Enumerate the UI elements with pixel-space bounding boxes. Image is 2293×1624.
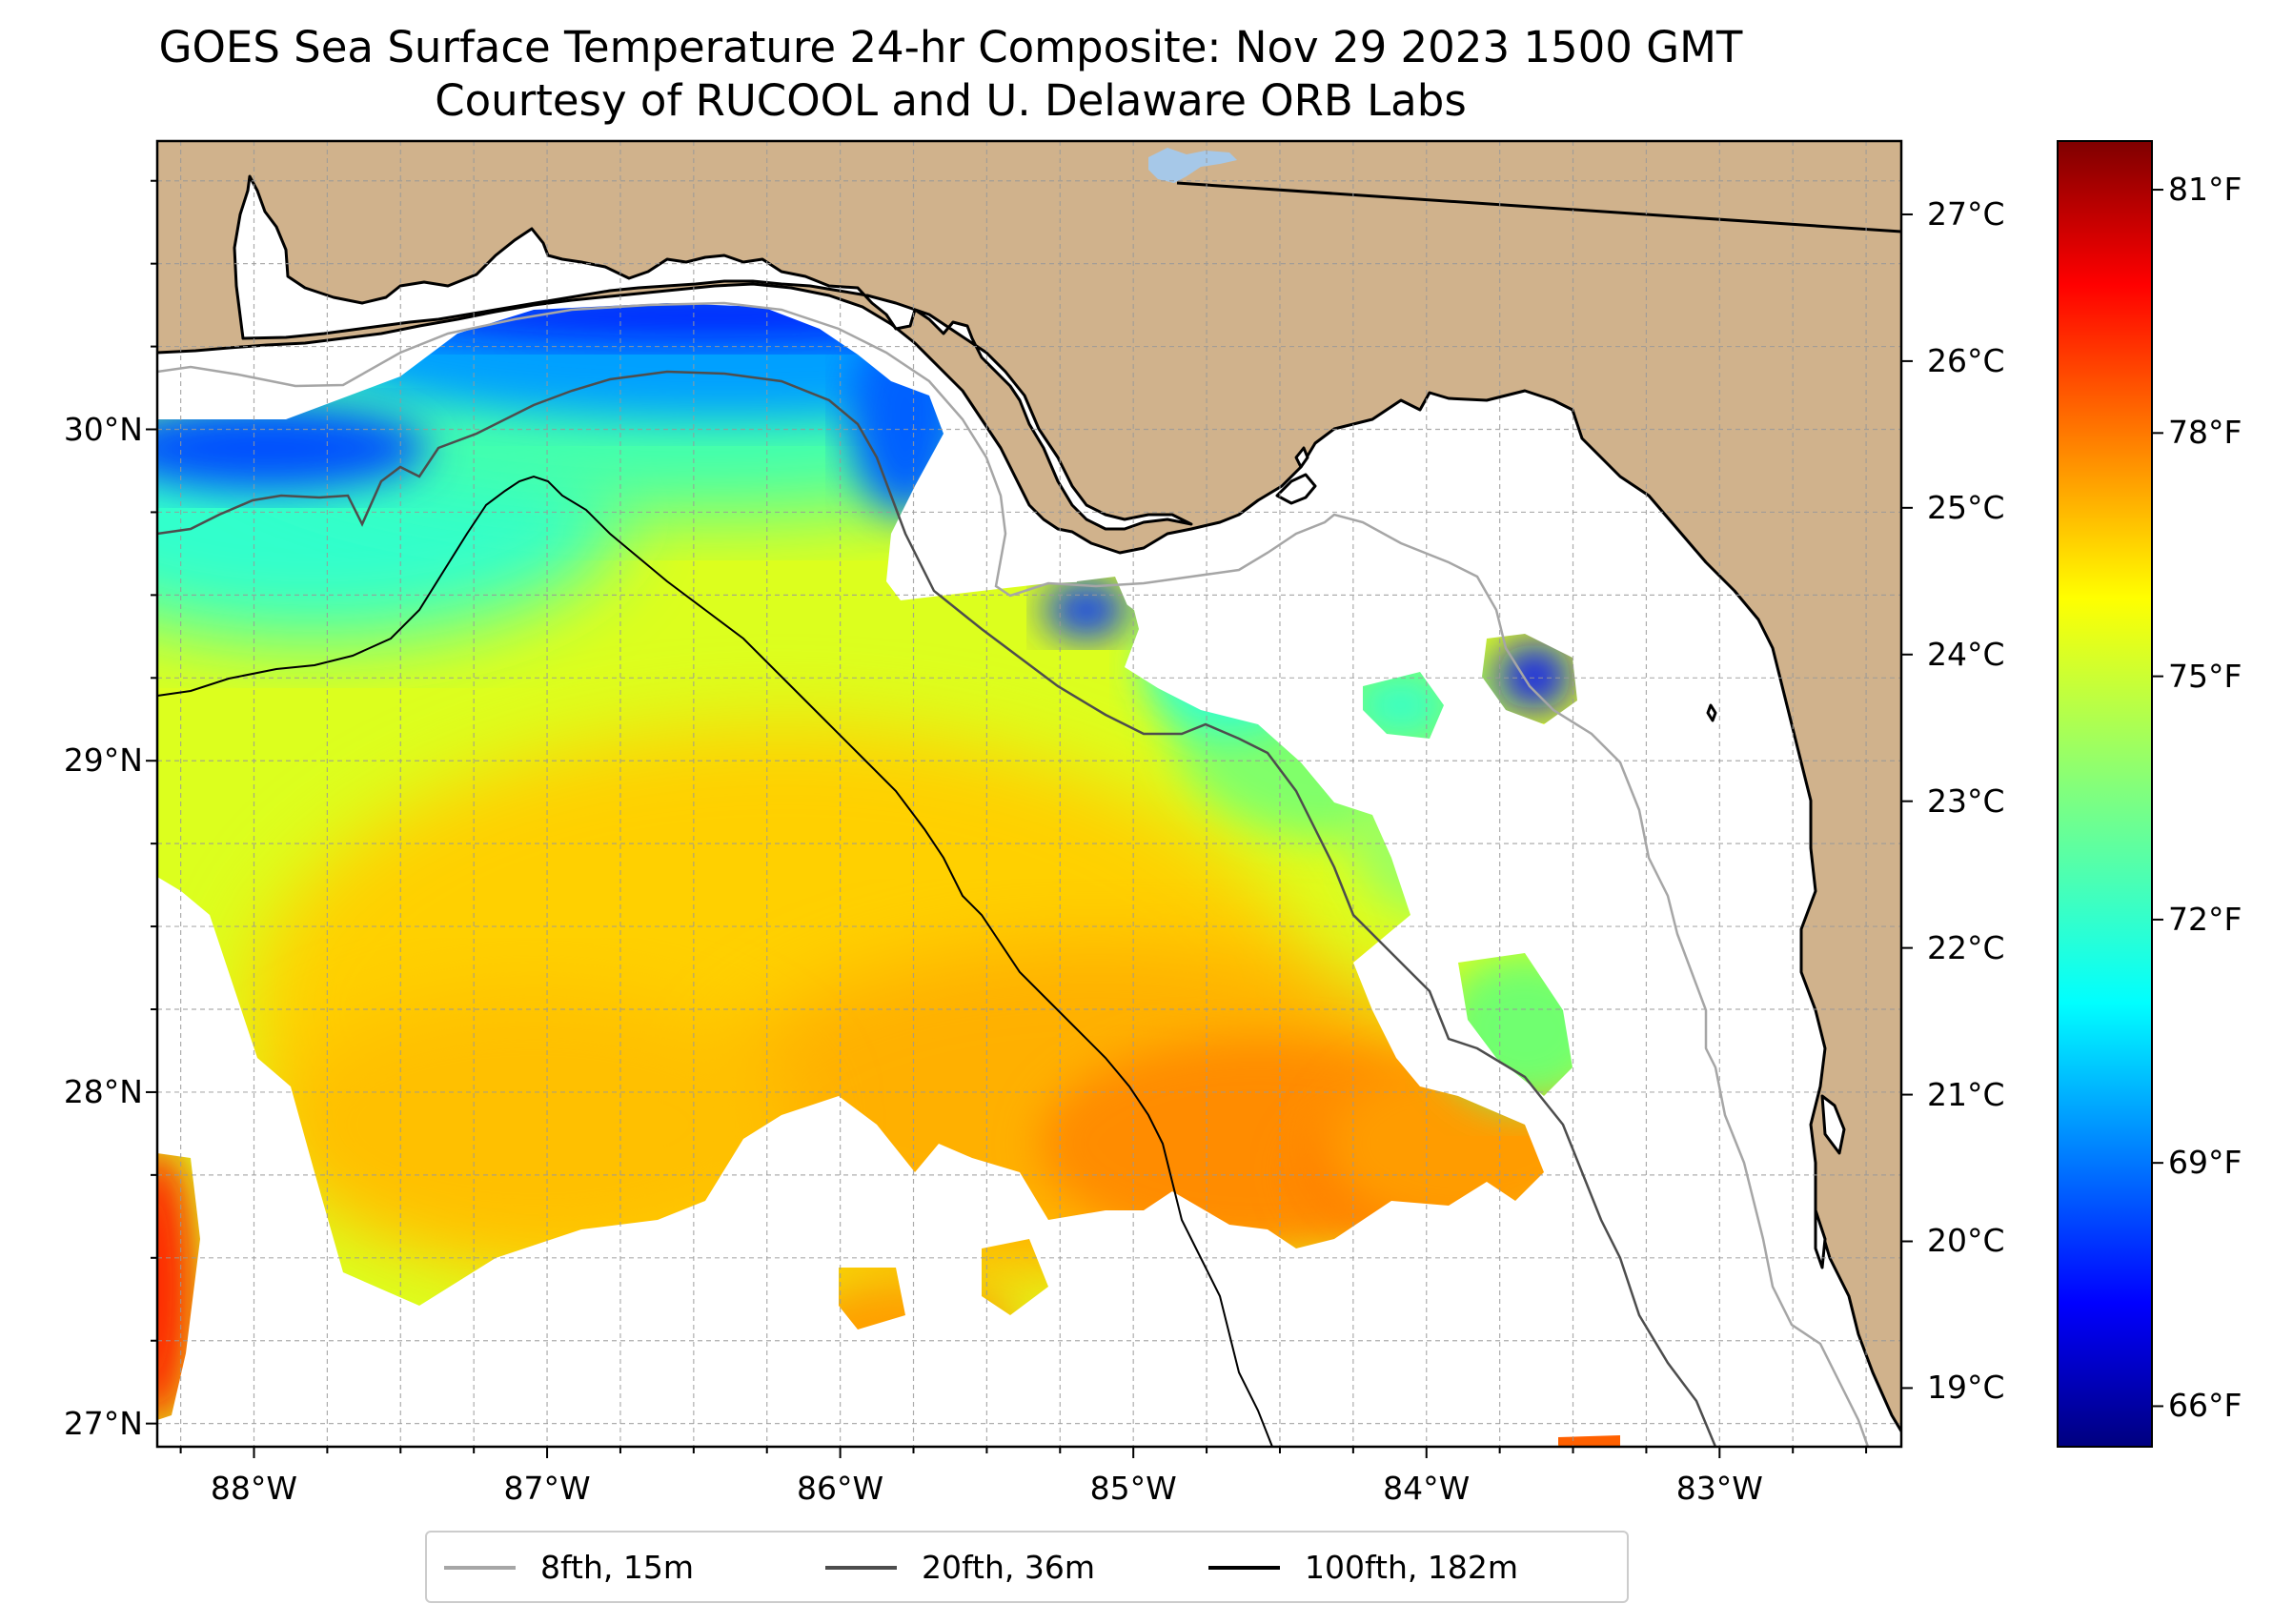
colorbar-label-78f: 78°F	[2168, 414, 2242, 452]
map-subtitle: Courtesy of RUCOOL and U. Delaware ORB L…	[435, 75, 1467, 126]
legend-item-100fth: 100fth, 182m	[1208, 1544, 1518, 1592]
axis-ticks	[146, 179, 1913, 1458]
legend-swatch-8fth	[444, 1566, 516, 1570]
lon-label-88w: 88°W	[210, 1470, 298, 1507]
map-title: GOES Sea Surface Temperature 24-hr Compo…	[158, 22, 1743, 72]
lat-label-28n: 28°N	[63, 1072, 143, 1110]
lake	[1148, 148, 1237, 183]
celsius-label-22: 22°C	[1927, 928, 2005, 966]
legend-item-8fth: 8fth, 15m	[444, 1544, 694, 1592]
lat-label-29n: 29°N	[63, 741, 143, 780]
celsius-label-19: 19°C	[1927, 1369, 2005, 1407]
colorbar-label-66f: 66°F	[2168, 1387, 2242, 1425]
celsius-label-23: 23°C	[1927, 782, 2005, 820]
celsius-label-24: 24°C	[1927, 635, 2005, 673]
colorbar-label-75f: 75°F	[2168, 657, 2242, 695]
legend-item-20fth: 20fth, 36m	[825, 1544, 1095, 1592]
gridlines	[157, 141, 1901, 1447]
lon-label-87w: 87°W	[503, 1470, 591, 1507]
lon-label-85w: 85°W	[1089, 1470, 1177, 1507]
lat-label-27n: 27°N	[63, 1404, 143, 1442]
celsius-label-26: 26°C	[1927, 341, 2005, 379]
celsius-label-20: 20°C	[1927, 1222, 2005, 1260]
legend-swatch-20fth	[825, 1566, 897, 1570]
isobath-8fth	[157, 301, 1870, 1447]
isobath-legend: 8fth, 15m 20fth, 36m 100fth, 182m	[425, 1531, 1629, 1603]
lon-label-86w: 86°W	[797, 1470, 884, 1507]
state-boundary	[1176, 181, 1901, 233]
legend-label-20fth: 20fth, 36m	[922, 1549, 1095, 1586]
lon-label-83w: 83°W	[1675, 1470, 1763, 1507]
map-frame	[155, 139, 1903, 1449]
sst-field	[157, 286, 1649, 1447]
isobath-100fth	[157, 475, 1273, 1447]
colorbar-ticks	[2152, 189, 2163, 1408]
legend-swatch-100fth	[1208, 1566, 1280, 1570]
lon-label-84w: 84°W	[1383, 1470, 1471, 1507]
colorbar-label-81f: 81°F	[2168, 171, 2242, 209]
bays	[233, 174, 1846, 1269]
colorbar-label-69f: 69°F	[2168, 1144, 2242, 1182]
celsius-label-21: 21°C	[1927, 1075, 2005, 1113]
lat-label-30n: 30°N	[63, 410, 143, 448]
celsius-label-25: 25°C	[1927, 488, 2005, 526]
isobath-20fth	[157, 370, 1717, 1447]
colorbar-label-72f: 72°F	[2168, 900, 2242, 938]
colorbar	[2057, 140, 2153, 1448]
legend-label-8fth: 8fth, 15m	[540, 1549, 695, 1586]
legend-label-100fth: 100fth, 182m	[1305, 1549, 1518, 1586]
celsius-label-27: 27°C	[1927, 194, 2005, 233]
